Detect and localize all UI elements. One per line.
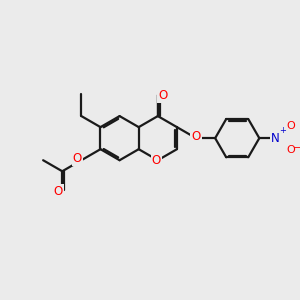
Text: +: + — [279, 126, 286, 135]
Text: O: O — [191, 130, 201, 143]
Text: −: − — [293, 143, 300, 153]
Text: O: O — [287, 145, 296, 155]
Text: O: O — [158, 88, 167, 102]
Text: O: O — [54, 185, 63, 198]
Text: O: O — [73, 152, 82, 165]
Text: O: O — [152, 154, 161, 167]
Text: O: O — [287, 121, 296, 131]
Text: N: N — [272, 132, 280, 145]
